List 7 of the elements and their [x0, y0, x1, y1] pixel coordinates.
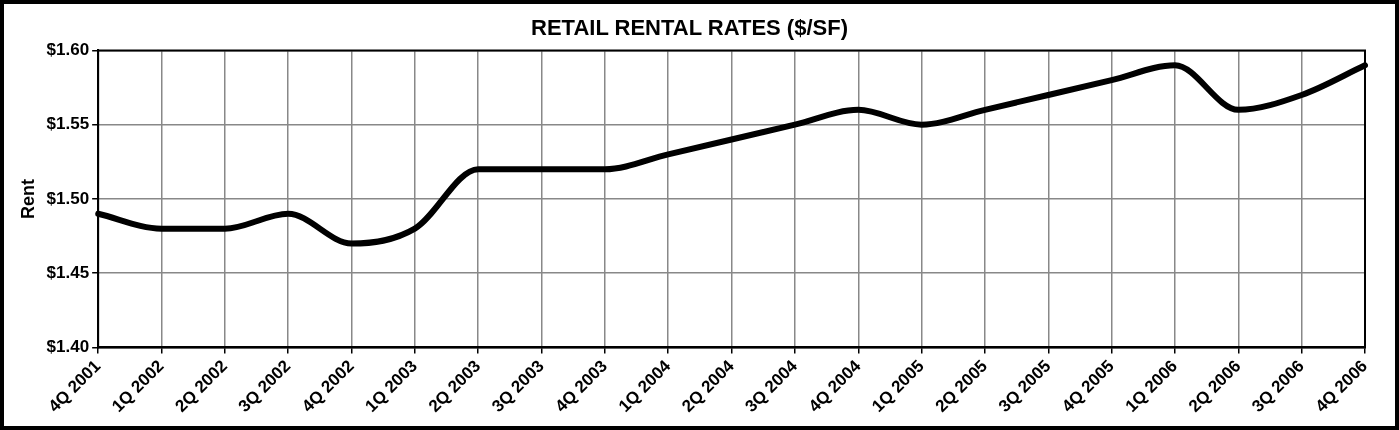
y-tick-label: $1.50	[46, 188, 90, 208]
y-tick-label: $1.55	[46, 114, 90, 134]
y-tick-label: $1.45	[46, 262, 90, 282]
y-tick-label: $1.60	[46, 40, 90, 60]
y-axis-title: Rent	[17, 178, 38, 219]
y-tick-label: $1.40	[46, 337, 90, 357]
chart-title: RETAIL RENTAL RATES ($/SF)	[531, 15, 848, 41]
